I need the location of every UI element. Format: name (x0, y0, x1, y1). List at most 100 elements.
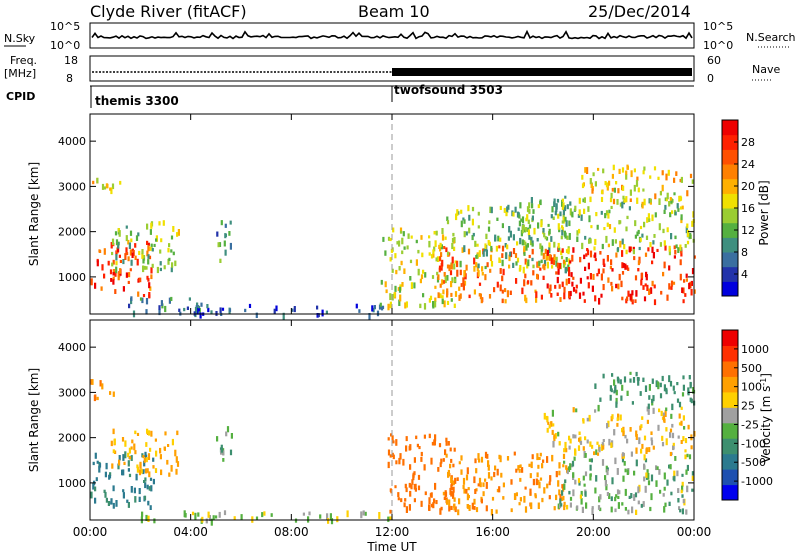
power-cell (543, 263, 546, 271)
power-cell (691, 220, 694, 227)
power-cell (291, 308, 294, 312)
power-cell (539, 243, 542, 250)
power-cell (638, 246, 641, 251)
power-cell (385, 289, 388, 294)
power-cell (194, 307, 198, 314)
velocity-cell (112, 391, 115, 397)
velocity-cell (602, 439, 605, 443)
power-cell (460, 283, 463, 287)
power-cell (164, 305, 167, 313)
velocity-cell (622, 426, 625, 431)
power-cell (497, 235, 500, 242)
velocity-cell (454, 477, 457, 484)
power-cell (105, 183, 108, 189)
velocity-cell (408, 482, 411, 488)
power-colorbar-tick-label: 8 (741, 246, 748, 259)
power-cell (380, 279, 383, 285)
velocity-cell (584, 436, 587, 441)
velocity-cell (548, 495, 551, 500)
power-colorbar-swatch (722, 252, 738, 268)
velocity-cell (559, 494, 562, 501)
power-cell (117, 272, 120, 277)
power-cell (450, 292, 453, 297)
velocity-cell (445, 453, 448, 458)
power-cell (143, 265, 146, 270)
power-cell (128, 303, 131, 309)
velocity-cell (144, 482, 147, 489)
power-cell (473, 257, 476, 265)
velocity-cell (642, 501, 645, 507)
velocity-cell (662, 493, 665, 497)
power-cell (586, 167, 589, 174)
velocity-cell (127, 468, 130, 472)
velocity-cell (686, 485, 689, 493)
velocity-cell (655, 480, 658, 487)
power-cell (138, 250, 141, 255)
power-cell (150, 267, 153, 274)
velocity-cell (583, 483, 586, 487)
power-cell (642, 188, 645, 192)
velocity-cell (480, 456, 484, 463)
power-cell (548, 254, 551, 261)
power-cell (589, 250, 593, 258)
velocity-cell (609, 394, 612, 401)
velocity-cell (682, 415, 685, 421)
velocity-cell (423, 434, 426, 439)
power-cell (433, 231, 436, 235)
power-cell (142, 255, 146, 261)
power-cell (432, 301, 435, 307)
power-cell (561, 220, 564, 224)
ytick-label: 4000 (58, 341, 86, 354)
velocity-cell (531, 454, 534, 460)
power-cell (137, 291, 140, 297)
velocity-cell (108, 475, 112, 479)
power-cell (661, 170, 664, 176)
velocity-cell (659, 382, 662, 388)
power-cell (608, 180, 611, 186)
power-cell (527, 229, 530, 236)
power-cell (555, 260, 558, 267)
power-cell (634, 275, 638, 281)
velocity-cell (467, 495, 470, 499)
velocity-cell (170, 465, 173, 472)
power-cell (145, 298, 149, 305)
power-cell (451, 277, 454, 283)
power-cell (557, 268, 560, 275)
velocity-cell (655, 380, 658, 388)
velocity-cell (446, 499, 449, 505)
velocity-cell (308, 511, 311, 516)
power-cell (537, 204, 540, 209)
power-cell (111, 251, 114, 256)
power-cell (96, 260, 99, 267)
velocity-cell (105, 497, 108, 503)
power-cell (275, 305, 278, 312)
power-cell (371, 305, 374, 312)
velocity-cell (502, 482, 505, 488)
velocity-cell (307, 516, 310, 523)
power-cell (529, 239, 533, 246)
velocity-cell (122, 454, 125, 461)
power-cell (653, 234, 656, 238)
velocity-cell (561, 490, 564, 496)
velocity-cell (398, 457, 401, 465)
power-cell (103, 248, 106, 255)
velocity-cell (96, 396, 99, 401)
power-cell (293, 306, 296, 313)
power-cell (677, 208, 680, 212)
velocity-cell (230, 433, 233, 439)
velocity-cell (133, 443, 136, 451)
velocity-cell (648, 395, 651, 400)
power-cell (415, 259, 418, 266)
velocity-cell (428, 497, 431, 504)
velocity-cell (579, 436, 582, 444)
power-cell (158, 305, 161, 310)
power-cell (224, 223, 227, 228)
power-cell (538, 260, 541, 267)
velocity-cell (628, 495, 631, 499)
power-cell (569, 260, 572, 264)
power-cell (611, 187, 614, 192)
power-cell (197, 308, 200, 312)
velocity-cell (579, 440, 583, 445)
velocity-cell (420, 500, 423, 507)
power-cell (596, 273, 599, 277)
